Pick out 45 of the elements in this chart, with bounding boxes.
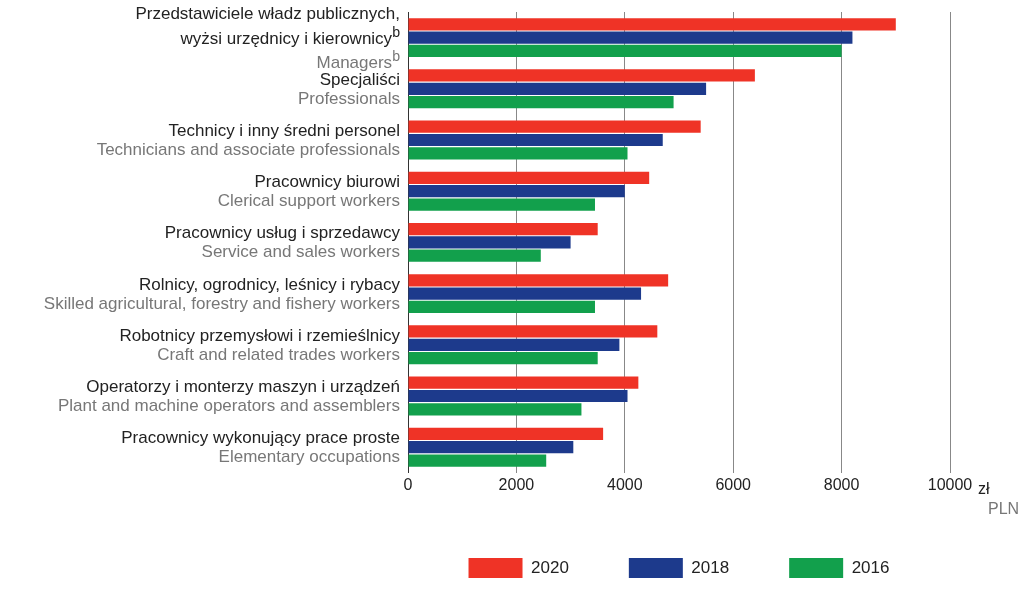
y-tick-label: Pracownicy biurowi Clerical support workers <box>217 172 400 211</box>
x-tick-label: 6000 <box>715 475 752 493</box>
y-tick-label: Pracownicy usług i sprzedawcy Service and sales workers <box>164 223 400 262</box>
bar <box>408 236 571 249</box>
bar <box>408 18 896 31</box>
bar <box>408 31 853 44</box>
y-tick-label: Technicy i inny średni personel Technicians and associate professionals <box>96 121 400 159</box>
legend-label: 2020 <box>531 557 569 577</box>
y-tick-label: Robotnicy przemysłowi i rzemieślnicy Craft and related trades workers <box>119 325 400 364</box>
bar <box>408 427 604 441</box>
bar <box>408 351 598 365</box>
bar <box>408 133 663 147</box>
bar <box>408 222 598 236</box>
bar <box>408 171 650 185</box>
bar <box>408 82 707 95</box>
bar <box>408 249 541 262</box>
bar <box>408 120 701 133</box>
bar <box>408 185 625 198</box>
bar <box>408 274 669 287</box>
bar <box>408 198 595 211</box>
bar <box>408 338 620 351</box>
bar <box>408 403 582 416</box>
bar <box>408 376 639 389</box>
x-tick-label: 2000 <box>498 475 535 493</box>
bar <box>408 287 642 300</box>
y-tick-label: Operatorzy i monterzy maszyn i urządzeń Plant and machine operators and assemblers <box>57 377 400 415</box>
bar <box>408 325 658 338</box>
bar <box>408 300 595 314</box>
bar <box>408 454 547 467</box>
y-tick-label: Przedstawiciele władz publicznych, wyżsi urzędnicy i kierownicy$^{b}$ Managers$^{b}$ <box>135 3 400 72</box>
x-tick-label: 10000 <box>927 475 973 493</box>
y-tick-label: Pracownicy wykonujący prace proste Elementary occupations <box>121 428 400 467</box>
x-tick-label: 8000 <box>823 475 860 493</box>
x-tick-label: 4000 <box>607 475 643 493</box>
bar <box>408 147 628 160</box>
y-tick-label: Rolnicy, ogrodnicy, leśnicy i rybacy Skilled agricultural, forestry and fishery workers <box>43 274 400 313</box>
bar <box>408 441 574 454</box>
x-axis-title: zł PLN <box>978 478 1018 519</box>
legend-label: 2018 <box>691 557 730 577</box>
bar <box>408 389 628 403</box>
bar <box>408 69 755 82</box>
x-tick-label: 0 <box>403 475 413 493</box>
legend-label: 2016 <box>851 557 890 577</box>
bar <box>408 95 674 109</box>
bar <box>408 44 842 58</box>
